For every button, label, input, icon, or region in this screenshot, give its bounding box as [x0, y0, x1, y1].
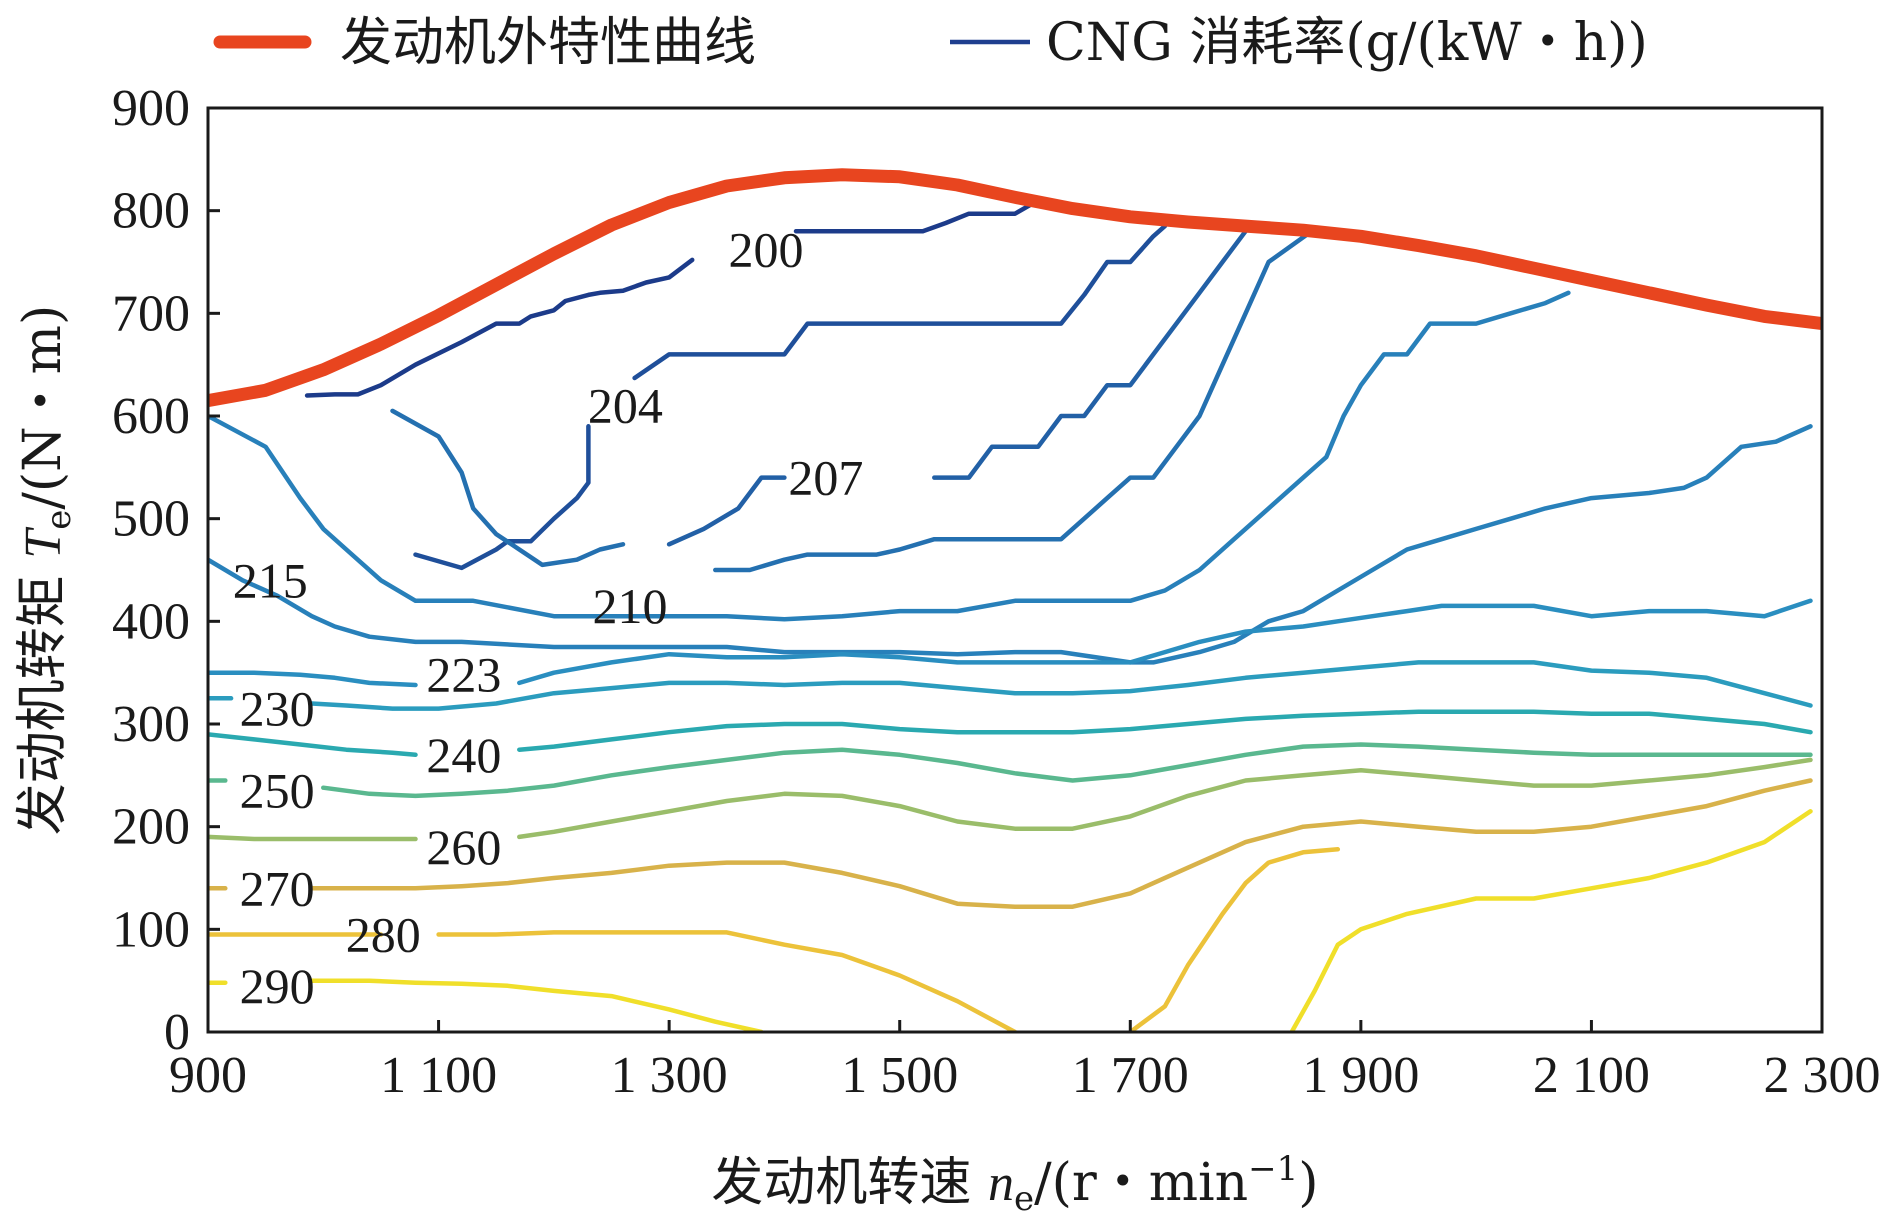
contour-label-270: 270	[240, 860, 315, 916]
x-tick-label: 1 900	[1302, 1047, 1419, 1104]
contour-label-240: 240	[426, 727, 501, 783]
contour-line-290-2	[1289, 809, 1813, 1032]
y-tick-label: 700	[112, 285, 190, 342]
x-tick-label: 2 100	[1533, 1047, 1650, 1104]
contour-line-207-0	[666, 475, 787, 547]
contour-line-215-0	[208, 290, 1571, 622]
contour-line-223-0	[208, 670, 418, 688]
contour-label-207: 207	[788, 450, 863, 506]
outer-curve-line	[208, 168, 1822, 408]
y-tick-label: 0	[164, 1004, 190, 1061]
contour-label-290: 290	[240, 958, 315, 1014]
contour-line-200-1	[793, 198, 1041, 234]
contour-label-250: 250	[240, 763, 315, 819]
y-title-var: T	[15, 527, 72, 559]
y-tick-label: 400	[112, 593, 190, 650]
contour-label-210: 210	[592, 578, 667, 634]
contour-lines	[208, 198, 1813, 1032]
y-title-unit: /(N・m)	[13, 305, 73, 510]
contour-label-260: 260	[426, 819, 501, 875]
contour-line-280-1	[436, 930, 1018, 1032]
contour-line-240-0	[208, 732, 418, 758]
contour-line-204-1	[632, 223, 1168, 381]
y-axis: 0 100 200 300 400 500 600 700 800 900	[112, 80, 220, 1061]
contour-labels: 200 204 207 210 215 223 230 240 250 260 270 280 290	[233, 222, 864, 1014]
x-title-var: n	[988, 1155, 1014, 1212]
x-tick-label: 1 100	[380, 1047, 497, 1104]
outer-curve	[208, 168, 1822, 408]
contour-label-230: 230	[240, 681, 315, 737]
y-title-prefix: 发动机转矩	[13, 559, 73, 836]
contour-line-230-1	[309, 660, 1813, 711]
legend-label-cng: CNG 消耗率(g/(kW・h))	[1046, 13, 1648, 73]
contour-line-290-1	[309, 978, 764, 1032]
contour-line-270-1	[309, 778, 1813, 909]
x-tick-label: 1 700	[1072, 1047, 1189, 1104]
x-tick-label: 2 300	[1764, 1047, 1880, 1104]
legend: 发动机外特性曲线 CNG 消耗率(g/(kW・h))	[213, 13, 1648, 73]
contour-line-240-1	[517, 709, 1813, 752]
y-tick-label: 200	[112, 799, 190, 856]
contour-line-260-1	[517, 757, 1813, 840]
contour-line-280-2	[1128, 847, 1341, 1032]
contour-line-200-0	[304, 257, 695, 398]
contour-line-204-0	[413, 424, 591, 571]
y-tick-label: 500	[112, 491, 190, 548]
contour-line-210-1	[713, 226, 1317, 573]
x-title-prefix: 发动机转速	[711, 1153, 988, 1213]
y-axis-title: 发动机转矩 Te/(N・m)	[13, 305, 79, 835]
x-tick-label: 1 300	[611, 1047, 728, 1104]
y-title-sub: e	[39, 510, 79, 530]
x-title-sub: e	[1014, 1179, 1034, 1217]
x-tick-label: 1 500	[841, 1047, 958, 1104]
contour-label-204: 204	[588, 378, 663, 434]
contour-line-207-1	[932, 228, 1248, 480]
x-title-sup: −1	[1248, 1149, 1298, 1189]
y-tick-label: 900	[112, 80, 190, 137]
contour-line-223-1	[517, 598, 1813, 686]
x-title-close: )	[1298, 1153, 1318, 1213]
x-title-unit: /(r・min	[1034, 1153, 1248, 1213]
x-axis-title: 发动机转速 ne/(r・min−1)	[711, 1149, 1318, 1217]
contour-line-250-1	[321, 742, 1813, 799]
contour-label-280: 280	[346, 906, 421, 962]
legend-label-outer-curve: 发动机外特性曲线	[340, 13, 756, 73]
x-tick-label: 900	[169, 1047, 247, 1104]
y-tick-label: 800	[112, 183, 190, 240]
y-tick-label: 600	[112, 388, 190, 445]
plot-frame	[206, 106, 1824, 1034]
contour-label-215: 215	[233, 552, 308, 608]
contour-label-223: 223	[426, 647, 501, 703]
y-tick-label: 300	[112, 696, 190, 753]
contour-line-210-0	[390, 408, 626, 568]
x-axis: 900 1 100 1 300 1 500 1 700 1 900 2 100 2 300	[169, 1020, 1880, 1104]
contour-label-200: 200	[728, 222, 803, 278]
y-tick-label: 100	[112, 901, 190, 958]
contour-line-215b-0	[208, 424, 1813, 665]
contour-line-260-0	[208, 834, 418, 842]
